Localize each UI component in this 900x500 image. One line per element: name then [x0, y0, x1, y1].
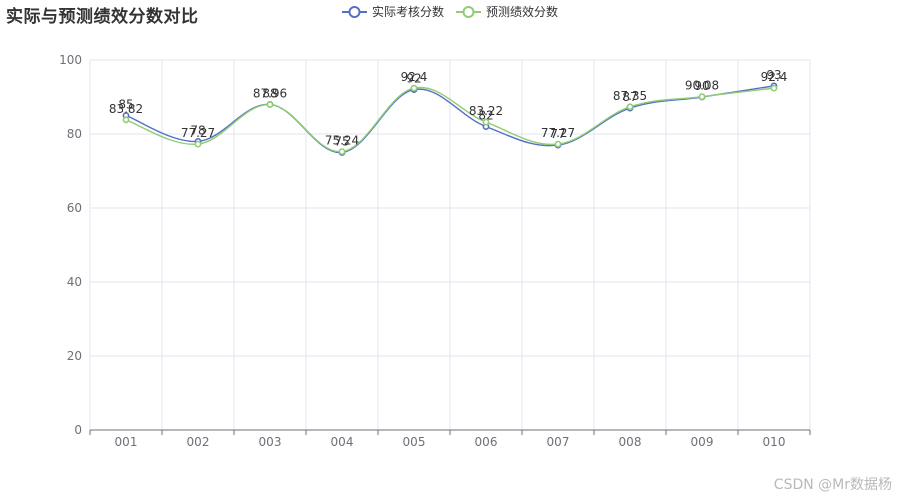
legend-item-actual[interactable]: 实际考核分数: [342, 3, 444, 20]
y-tick-label: 60: [67, 201, 82, 215]
legend-swatch-actual: [342, 5, 367, 18]
x-tick-label: 004: [331, 435, 354, 449]
series-1-point: [338, 148, 346, 156]
y-tick-label: 100: [59, 53, 82, 67]
series-line-0: [125, 85, 775, 154]
x-tick-label: 006: [475, 435, 498, 449]
series-1-data-label: 92.4: [401, 70, 428, 84]
series-0-data-label: 93: [766, 68, 781, 82]
series-1-point: [554, 140, 562, 148]
series-1-point: [410, 84, 418, 92]
series-1-data-label: 77.27: [541, 126, 575, 140]
x-tick-label: 008: [619, 435, 642, 449]
series-0-data-label: 92: [406, 72, 421, 86]
series-1-data-label: 77.27: [181, 126, 215, 140]
series-0-data-label: 78: [190, 123, 205, 137]
series-0-data-label: 77: [550, 127, 565, 141]
series-0-data-label: 85: [118, 98, 133, 112]
legend-label-predicted: 预测绩效分数: [486, 5, 559, 19]
series-1-data-label: 87.96: [253, 87, 287, 101]
series-1-point: [194, 140, 202, 148]
series-1-point: [266, 101, 274, 108]
series-0-data-label: 88: [262, 86, 277, 100]
series-1-point: [122, 116, 130, 124]
x-tick-label: 003: [259, 435, 282, 449]
series-1-data-label: 87.35: [613, 89, 647, 103]
series-0-data-label: 75: [334, 135, 349, 149]
series-1-point: [626, 103, 634, 111]
x-tick-label: 005: [403, 435, 426, 449]
y-tick-label: 40: [67, 275, 82, 289]
x-tick-label: 009: [691, 435, 714, 449]
legend-swatch-predicted: [456, 5, 482, 18]
series-line-1: [125, 86, 775, 153]
series-1-data-label: 90.08: [685, 79, 719, 93]
y-tick-label: 20: [67, 349, 82, 363]
series-0-data-label: 87: [622, 90, 637, 104]
watermark: CSDN @Mr数据杨: [773, 477, 892, 493]
series-1-point: [698, 93, 706, 101]
x-tick-label: 010: [763, 435, 786, 449]
chart-legend: 实际考核分数 预测绩效分数: [342, 3, 558, 20]
x-tick-label: 001: [115, 435, 138, 449]
x-tick-label: 007: [547, 435, 570, 449]
legend-label-actual: 实际考核分数: [372, 5, 445, 19]
series-0-data-label: 90: [694, 79, 709, 93]
series-1-point: [770, 84, 778, 92]
series-1-point: [482, 118, 490, 126]
legend-item-predicted[interactable]: 预测绩效分数: [456, 3, 558, 20]
series-0-data-label: 82: [478, 109, 493, 123]
series-1-data-label: 83.82: [109, 102, 143, 116]
y-tick-label: 0: [74, 423, 82, 437]
chart-title: 实际与预测绩效分数对比: [6, 7, 199, 27]
series-1-data-label: 92.4: [761, 70, 788, 84]
x-tick-label: 002: [187, 435, 210, 449]
series-1-data-label: 83.22: [469, 104, 503, 118]
y-tick-label: 80: [67, 127, 82, 141]
series-1-data-label: 75.24: [325, 134, 359, 148]
